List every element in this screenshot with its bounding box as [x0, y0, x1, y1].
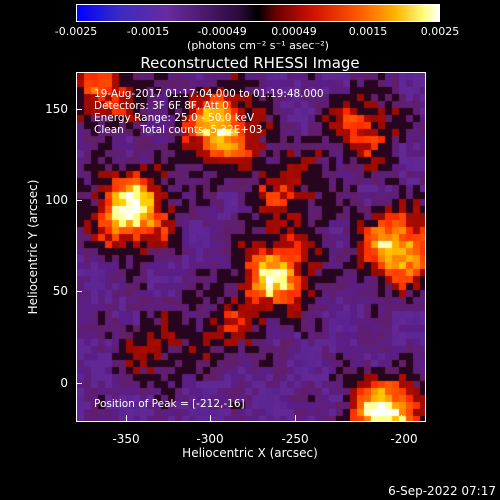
- x-tick: -200: [390, 432, 418, 446]
- y-tick: 150: [45, 102, 68, 116]
- info-clean: Clean Total counts: 5.32E+03: [94, 124, 263, 136]
- y-tick: 50: [52, 284, 68, 298]
- colorbar: [76, 4, 440, 22]
- plot-title: Reconstructed RHESSI Image: [140, 54, 360, 72]
- y-tick: 0: [60, 376, 68, 390]
- colorbar-tick: 0.00049: [271, 25, 317, 38]
- image-canvas: [77, 73, 425, 421]
- y-axis-label: Heliocentric Y (arcsec): [26, 179, 40, 315]
- peak-position: Position of Peak = [-212,-16]: [94, 398, 245, 410]
- info-detectors: Detectors: 3F 6F 8F, Att 0: [94, 100, 229, 112]
- colorbar-tick: -0.00049: [197, 25, 247, 38]
- info-energy: Energy Range: 25.0 - 50.0 keV: [94, 112, 255, 124]
- colorbar-tick: 0.0015: [348, 25, 388, 38]
- colorbar-tick: 0.0025: [420, 25, 460, 38]
- colorbar-tick: -0.0015: [126, 25, 170, 38]
- timestamp: 6-Sep-2022 07:17: [388, 484, 496, 498]
- x-axis-label: Heliocentric X (arcsec): [182, 446, 318, 460]
- colorbar-units: (photons cm⁻² s⁻¹ asec⁻²): [187, 39, 329, 52]
- info-time: 19-Aug-2017 01:17:04.000 to 01:19:48.000: [94, 88, 324, 100]
- colorbar-tick: -0.0025: [54, 25, 98, 38]
- x-tick: -300: [196, 432, 224, 446]
- y-tick: 100: [45, 193, 68, 207]
- x-tick: -250: [281, 432, 309, 446]
- rhessi-image: [76, 72, 426, 422]
- x-tick: -350: [112, 432, 140, 446]
